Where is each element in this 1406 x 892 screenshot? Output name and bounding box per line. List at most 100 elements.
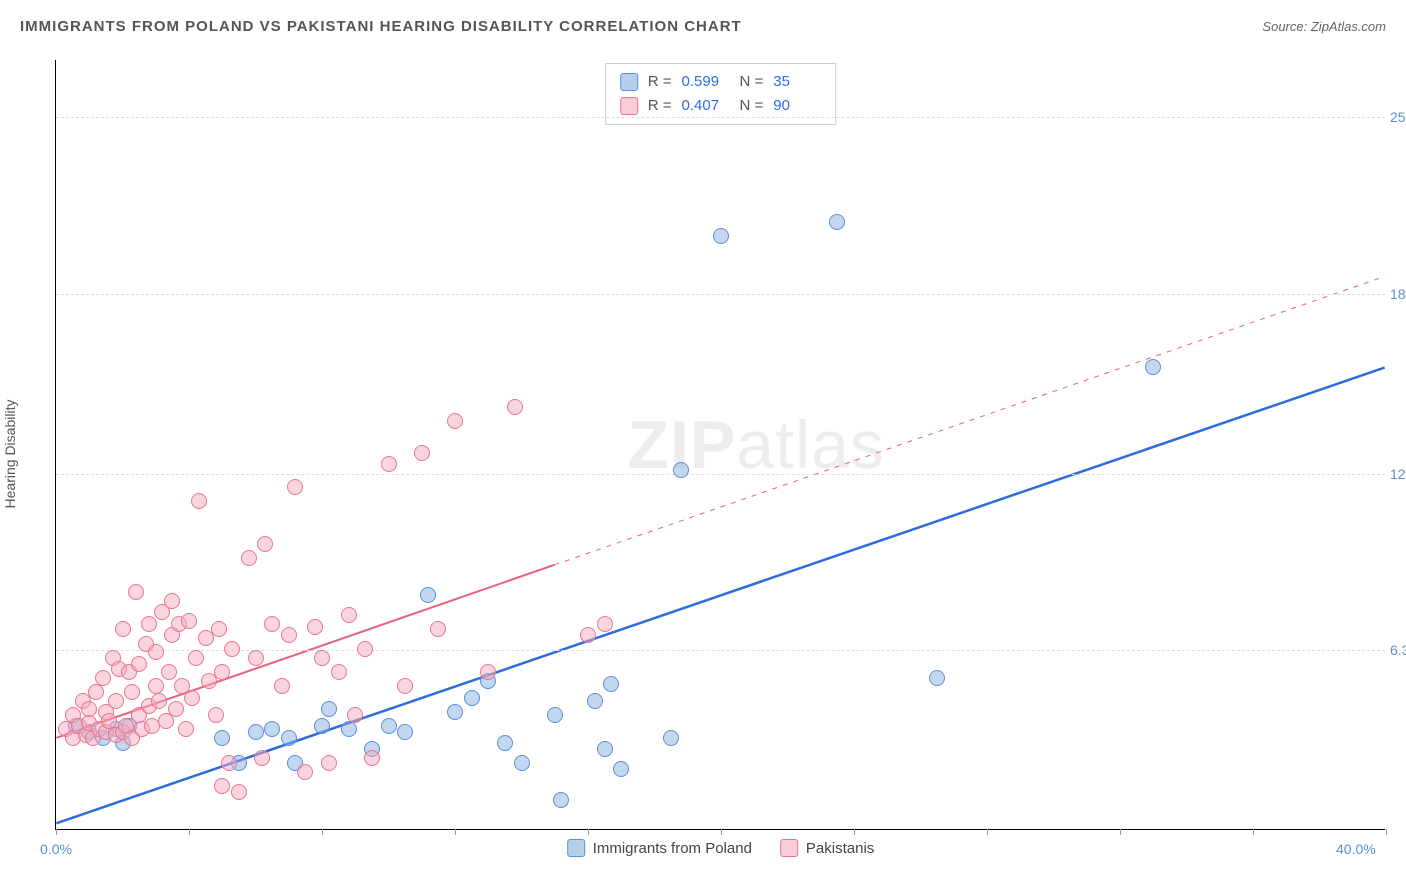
chart-title: IMMIGRANTS FROM POLAND VS PAKISTANI HEAR…	[20, 18, 742, 35]
y-tick-label: 12.5%	[1390, 466, 1406, 482]
stats-row-poland: R = 0.599 N = 35	[620, 70, 822, 94]
data-point-pakistanis	[241, 550, 257, 566]
data-point-pakistanis	[447, 413, 463, 429]
data-point-pakistanis	[131, 656, 147, 672]
data-point-pakistanis	[108, 693, 124, 709]
data-point-pakistanis	[364, 750, 380, 766]
data-point-pakistanis	[321, 755, 337, 771]
data-point-pakistanis	[274, 678, 290, 694]
data-point-pakistanis	[161, 664, 177, 680]
data-point-poland	[514, 755, 530, 771]
swatch-pakistanis-icon	[620, 97, 638, 115]
gridline	[56, 474, 1385, 475]
data-point-pakistanis	[184, 690, 200, 706]
data-point-pakistanis	[257, 536, 273, 552]
data-point-pakistanis	[188, 650, 204, 666]
data-point-pakistanis	[81, 701, 97, 717]
data-point-pakistanis	[221, 755, 237, 771]
data-point-pakistanis	[178, 721, 194, 737]
data-point-pakistanis	[414, 445, 430, 461]
x-tick	[1386, 829, 1387, 835]
x-tick	[56, 829, 57, 835]
data-point-pakistanis	[151, 693, 167, 709]
legend-item-poland: Immigrants from Poland	[567, 839, 752, 857]
y-axis-label: Hearing Disability	[2, 400, 18, 509]
data-point-poland	[341, 721, 357, 737]
data-point-pakistanis	[224, 641, 240, 657]
x-tick-label: 0.0%	[40, 841, 72, 857]
data-point-poland	[264, 721, 280, 737]
data-point-pakistanis	[181, 613, 197, 629]
data-point-poland	[497, 735, 513, 751]
data-point-pakistanis	[381, 456, 397, 472]
data-point-pakistanis	[314, 650, 330, 666]
data-point-poland	[381, 718, 397, 734]
data-point-poland	[829, 214, 845, 230]
data-point-pakistanis	[507, 399, 523, 415]
data-point-pakistanis	[281, 627, 297, 643]
data-point-pakistanis	[208, 707, 224, 723]
data-point-pakistanis	[597, 616, 613, 632]
data-point-pakistanis	[148, 644, 164, 660]
x-tick	[322, 829, 323, 835]
data-point-pakistanis	[168, 701, 184, 717]
data-point-poland	[248, 724, 264, 740]
y-tick-label: 6.3%	[1390, 642, 1406, 658]
data-point-poland	[673, 462, 689, 478]
data-point-pakistanis	[95, 670, 111, 686]
data-point-poland	[597, 741, 613, 757]
data-point-pakistanis	[341, 607, 357, 623]
data-point-poland	[397, 724, 413, 740]
data-point-pakistanis	[297, 764, 313, 780]
data-point-pakistanis	[397, 678, 413, 694]
data-point-poland	[214, 730, 230, 746]
data-point-pakistanis	[357, 641, 373, 657]
watermark: ZIPatlas	[627, 406, 884, 484]
data-point-pakistanis	[124, 684, 140, 700]
data-point-poland	[553, 792, 569, 808]
data-point-pakistanis	[88, 684, 104, 700]
data-point-poland	[929, 670, 945, 686]
series-legend: Immigrants from Poland Pakistanis	[557, 839, 885, 857]
data-point-pakistanis	[141, 616, 157, 632]
data-point-poland	[603, 676, 619, 692]
x-tick	[1120, 829, 1121, 835]
stats-row-pakistanis: R = 0.407 N = 90	[620, 94, 822, 118]
data-point-pakistanis	[264, 616, 280, 632]
data-point-pakistanis	[231, 784, 247, 800]
data-point-poland	[464, 690, 480, 706]
data-point-poland	[314, 718, 330, 734]
x-tick	[189, 829, 190, 835]
data-point-pakistanis	[580, 627, 596, 643]
source-attribution: Source: ZipAtlas.com	[1262, 19, 1386, 34]
x-tick	[1253, 829, 1254, 835]
y-tick-label: 18.8%	[1390, 286, 1406, 302]
x-tick	[455, 829, 456, 835]
y-tick-label: 25.0%	[1390, 109, 1406, 125]
swatch-poland-icon	[567, 839, 585, 857]
data-point-pakistanis	[248, 650, 264, 666]
swatch-pakistanis-icon	[780, 839, 798, 857]
data-point-pakistanis	[254, 750, 270, 766]
data-point-pakistanis	[191, 493, 207, 509]
data-point-pakistanis	[480, 664, 496, 680]
data-point-poland	[1145, 359, 1161, 375]
gridline	[56, 117, 1385, 118]
data-point-poland	[321, 701, 337, 717]
gridline	[56, 294, 1385, 295]
trendlines-layer	[56, 60, 1385, 829]
x-tick-label: 40.0%	[1336, 841, 1376, 857]
data-point-pakistanis	[430, 621, 446, 637]
swatch-poland-icon	[620, 73, 638, 91]
data-point-poland	[447, 704, 463, 720]
scatter-plot-area: ZIPatlas R = 0.599 N = 35 R = 0.407 N = …	[55, 60, 1385, 830]
data-point-pakistanis	[115, 621, 131, 637]
data-point-pakistanis	[211, 621, 227, 637]
data-point-poland	[281, 730, 297, 746]
correlation-stats-legend: R = 0.599 N = 35 R = 0.407 N = 90	[605, 63, 837, 125]
data-point-poland	[420, 587, 436, 603]
data-point-poland	[663, 730, 679, 746]
data-point-pakistanis	[347, 707, 363, 723]
data-point-pakistanis	[214, 778, 230, 794]
data-point-poland	[587, 693, 603, 709]
